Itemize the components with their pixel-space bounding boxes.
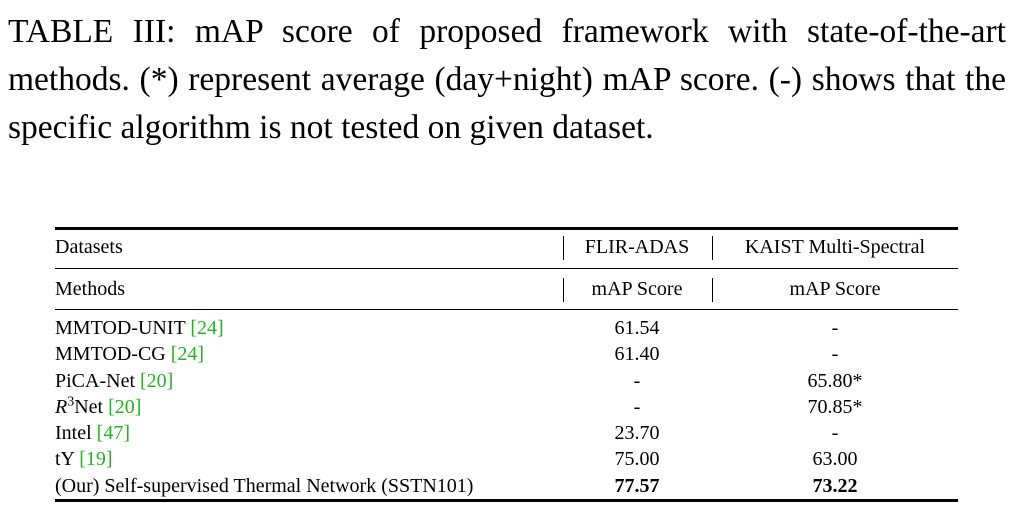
score-cell: - bbox=[831, 317, 839, 339]
score-cell: 61.54 bbox=[614, 317, 660, 339]
top-rule bbox=[55, 227, 958, 230]
bottom-rule bbox=[55, 499, 958, 502]
method-cell: MMTOD-CG [24] bbox=[55, 342, 204, 366]
method-cell: tY [19] bbox=[55, 447, 113, 471]
citation: [19] bbox=[79, 448, 113, 470]
method-sup: 3 bbox=[67, 394, 75, 410]
method-name: R bbox=[55, 396, 68, 418]
score-cell: - bbox=[831, 422, 839, 444]
citation: [24] bbox=[170, 343, 205, 365]
citation: [47] bbox=[96, 422, 130, 444]
citation: [24] bbox=[190, 317, 224, 339]
header-cell: mAP Score bbox=[789, 278, 881, 300]
method-cell: PiCA-Net [20] bbox=[55, 369, 173, 393]
score-cell: - bbox=[831, 343, 839, 365]
method-name: tY bbox=[55, 448, 75, 470]
column-separator bbox=[712, 278, 713, 302]
column-separator bbox=[712, 236, 713, 260]
method-name: MMTOD-CG bbox=[55, 343, 166, 365]
score-cell: 70.85* bbox=[807, 396, 863, 418]
header-cell: Datasets bbox=[55, 236, 123, 258]
method-cell: Intel [47] bbox=[55, 421, 130, 445]
citation: [20] bbox=[108, 396, 142, 418]
score-cell: 23.70 bbox=[614, 422, 660, 444]
score-cell: 65.80* bbox=[807, 370, 863, 392]
header-cell: Methods bbox=[55, 278, 125, 300]
score-cell: 63.00 bbox=[812, 448, 858, 470]
score-cell: - bbox=[633, 370, 641, 392]
header-cell: FLIR-ADAS bbox=[584, 236, 690, 258]
table-caption: TABLE III: mAP score of proposed framewo… bbox=[8, 13, 1006, 146]
score-cell: 73.22 bbox=[812, 475, 858, 497]
score-cell: 77.57 bbox=[614, 475, 660, 497]
method-cell: (Our) Self-supervised Thermal Network (S… bbox=[55, 474, 473, 498]
method-name: PiCA-Net bbox=[55, 370, 135, 392]
column-separator bbox=[563, 278, 564, 302]
column-separator bbox=[563, 236, 564, 260]
method-name: Intel bbox=[55, 422, 92, 444]
citation: [20] bbox=[140, 370, 174, 392]
score-cell: - bbox=[633, 396, 641, 418]
method-name: MMTOD-UNIT bbox=[55, 317, 186, 339]
method-cell: MMTOD-UNIT [24] bbox=[55, 316, 224, 340]
mid-rule bbox=[55, 309, 958, 310]
method-name: (Our) Self-supervised Thermal Network (S… bbox=[55, 475, 474, 497]
header-rule bbox=[55, 268, 958, 269]
header-cell: mAP Score bbox=[591, 278, 683, 300]
header-cell: KAIST Multi-Spectral bbox=[744, 236, 926, 258]
method-cell: R3Net [20] bbox=[55, 395, 141, 419]
method-name: Net bbox=[74, 396, 104, 418]
score-cell: 75.00 bbox=[614, 448, 660, 470]
score-cell: 61.40 bbox=[614, 343, 660, 365]
